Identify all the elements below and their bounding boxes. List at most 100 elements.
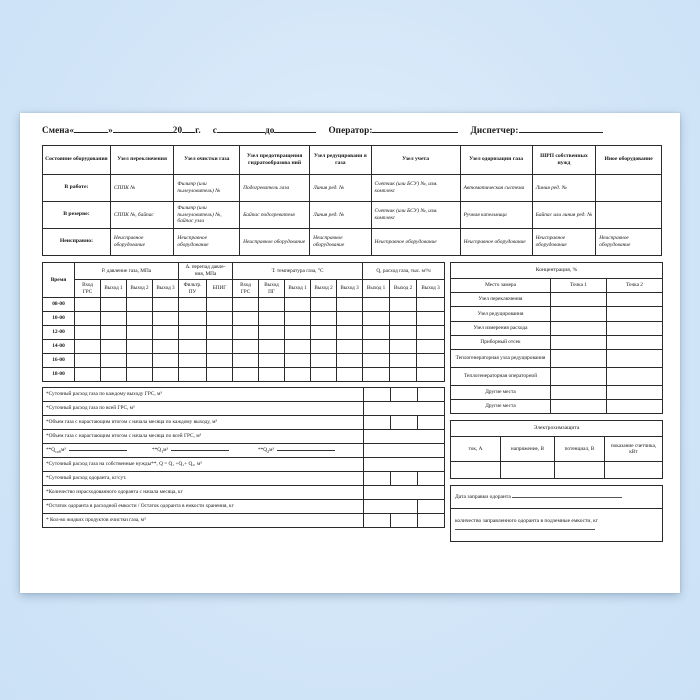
reading-cell[interactable]: [126, 353, 153, 368]
reading-cell[interactable]: [100, 311, 127, 326]
total-cell[interactable]: [363, 485, 445, 500]
reading-cell[interactable]: [232, 297, 260, 312]
reading-cell[interactable]: [74, 311, 101, 326]
cell-in-operation-shrp[interactable]: Линия ред. №: [531, 174, 597, 202]
reading-cell[interactable]: [74, 353, 101, 368]
reading-cell[interactable]: [152, 297, 179, 312]
reading-cell[interactable]: [232, 311, 260, 326]
cell-faulty-other[interactable]: Неисправное оборудование: [595, 228, 662, 256]
reading-cell[interactable]: [232, 367, 260, 382]
reading-cell[interactable]: [284, 325, 312, 340]
total-cell[interactable]: [417, 415, 445, 430]
reading-cell[interactable]: [74, 339, 101, 354]
conc-cell[interactable]: [605, 320, 664, 336]
reading-cell[interactable]: [74, 367, 101, 382]
reading-cell[interactable]: [152, 353, 179, 368]
total-cell[interactable]: [390, 387, 418, 402]
reading-cell[interactable]: [258, 339, 286, 354]
reading-cell[interactable]: [258, 325, 286, 340]
reading-cell[interactable]: [205, 367, 234, 382]
conc-cell[interactable]: [550, 366, 607, 386]
cell-reserve-shrp[interactable]: Байпас или линия ред. №: [531, 201, 597, 229]
conc-cell[interactable]: [605, 292, 664, 308]
total-cell[interactable]: [363, 513, 391, 528]
reading-cell[interactable]: [126, 367, 153, 382]
total-cell[interactable]: [390, 415, 418, 430]
q1-field[interactable]: [171, 449, 230, 451]
reading-cell[interactable]: [336, 353, 364, 368]
reading-cell[interactable]: [310, 353, 338, 368]
cell-reserve-switching[interactable]: СППК №, байпас: [109, 201, 175, 229]
reading-cell[interactable]: [336, 339, 364, 354]
cell-reserve-hydrate[interactable]: Байпас подогревателя: [239, 201, 311, 229]
conc-cell[interactable]: [550, 292, 607, 308]
reading-cell[interactable]: [100, 353, 127, 368]
total-cell[interactable]: [363, 415, 391, 430]
reading-cell[interactable]: [232, 353, 260, 368]
reading-cell[interactable]: [389, 297, 418, 312]
reading-cell[interactable]: [258, 367, 286, 382]
reading-cell[interactable]: [205, 353, 234, 368]
reading-cell[interactable]: [126, 339, 153, 354]
reading-cell[interactable]: [284, 367, 312, 382]
reading-cell[interactable]: [416, 339, 446, 354]
conc-cell[interactable]: [605, 366, 664, 386]
cell-in-operation-switching[interactable]: СППК №: [109, 174, 175, 202]
conc-cell[interactable]: [605, 306, 664, 322]
conc-cell[interactable]: [605, 384, 664, 401]
total-cell[interactable]: [417, 499, 445, 514]
total-cell[interactable]: [390, 513, 418, 528]
cell-faulty-reduction[interactable]: Неисправное оборудование: [309, 228, 372, 256]
reading-cell[interactable]: [336, 311, 364, 326]
dispatcher-field[interactable]: [518, 132, 603, 133]
total-cell[interactable]: [417, 513, 445, 528]
reading-cell[interactable]: [178, 325, 207, 340]
total-cell[interactable]: [363, 429, 445, 444]
conc-cell[interactable]: [605, 399, 664, 415]
reading-cell[interactable]: [232, 325, 260, 340]
conc-cell[interactable]: [605, 334, 664, 350]
reading-cell[interactable]: [416, 353, 446, 368]
reading-cell[interactable]: [258, 297, 286, 312]
reading-cell[interactable]: [284, 297, 312, 312]
cell-in-operation-odorization[interactable]: Автоматическая система: [459, 174, 533, 202]
reading-cell[interactable]: [152, 325, 179, 340]
cell-faulty-cleaning[interactable]: Неисправное оборудование: [173, 228, 241, 256]
cell-in-operation-reduction[interactable]: Линия ред. №: [309, 174, 372, 202]
reading-cell[interactable]: [284, 353, 312, 368]
conc-cell[interactable]: [605, 348, 664, 368]
reading-cell[interactable]: [152, 367, 179, 382]
reading-cell[interactable]: [152, 339, 179, 354]
cell-in-operation-metering[interactable]: Счетчик (или БСУ) №, изм. комплекс: [370, 174, 461, 202]
reading-cell[interactable]: [178, 297, 207, 312]
conc-cell[interactable]: [550, 384, 607, 401]
reading-cell[interactable]: [100, 325, 127, 340]
total-cell[interactable]: [363, 499, 418, 514]
reading-cell[interactable]: [389, 325, 418, 340]
reading-cell[interactable]: [362, 297, 391, 312]
cell-in-operation-hydrate[interactable]: Подогреватель газа: [239, 174, 311, 202]
total-cell[interactable]: [363, 387, 391, 402]
reading-cell[interactable]: [205, 325, 234, 340]
reading-cell[interactable]: [336, 325, 364, 340]
reading-cell[interactable]: [74, 325, 101, 340]
odorant-date-field[interactable]: [512, 497, 623, 499]
operator-field[interactable]: [372, 132, 459, 133]
conc-cell[interactable]: [550, 306, 607, 322]
reading-cell[interactable]: [205, 339, 234, 354]
reading-cell[interactable]: [389, 367, 418, 382]
reading-cell[interactable]: [362, 325, 391, 340]
conc-cell[interactable]: [550, 334, 607, 350]
time-from-field[interactable]: [216, 132, 265, 133]
total-cell[interactable]: [417, 387, 445, 402]
reading-cell[interactable]: [416, 367, 446, 382]
reading-cell[interactable]: [100, 297, 127, 312]
reading-cell[interactable]: [74, 297, 101, 312]
reading-cell[interactable]: [362, 353, 391, 368]
cell-faulty-metering[interactable]: Неисправное оборудование: [370, 228, 461, 256]
reading-cell[interactable]: [205, 297, 234, 312]
reading-cell[interactable]: [284, 311, 312, 326]
reading-cell[interactable]: [178, 311, 207, 326]
reading-cell[interactable]: [362, 367, 391, 382]
conc-cell[interactable]: [550, 348, 607, 368]
